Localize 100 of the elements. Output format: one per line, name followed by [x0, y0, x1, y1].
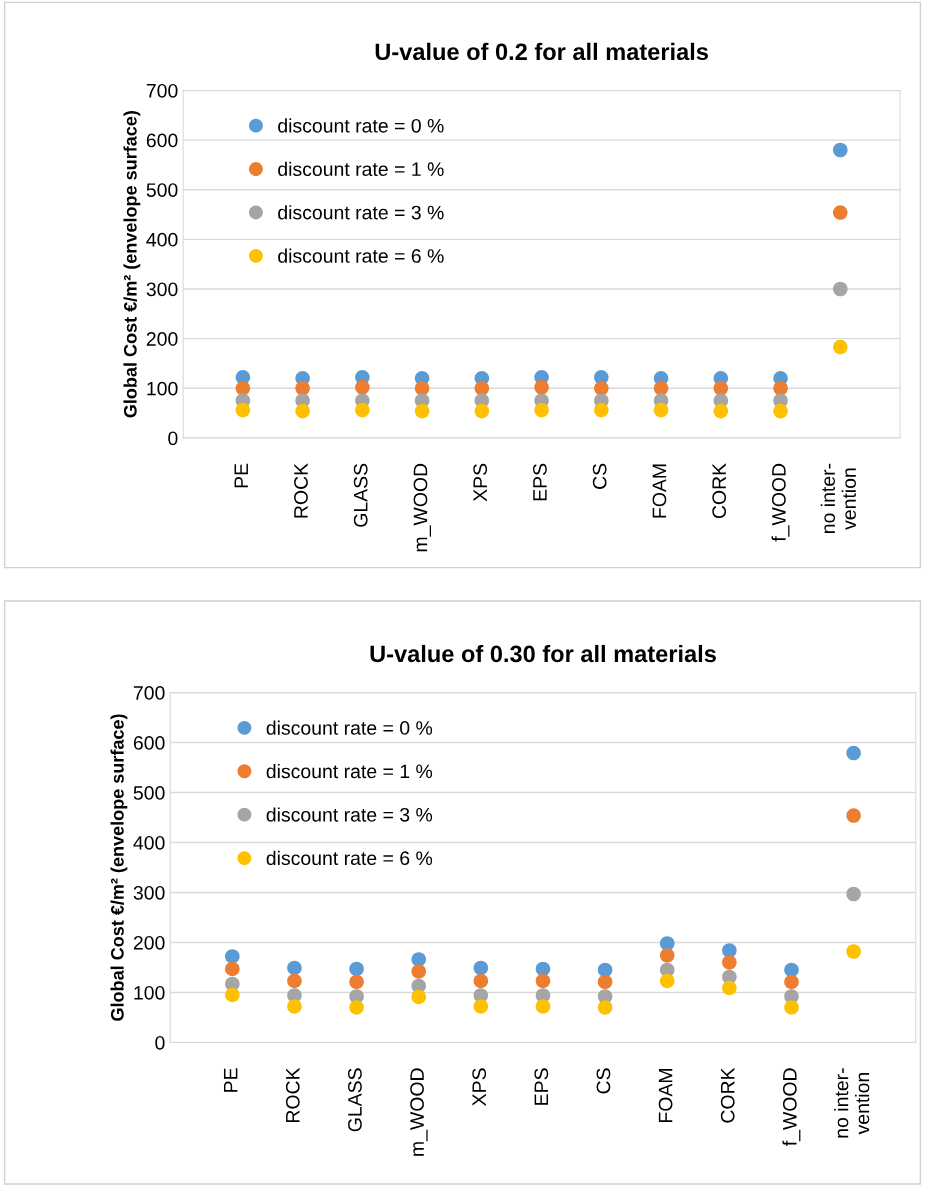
point — [535, 999, 551, 1014]
point — [535, 973, 551, 989]
point — [659, 973, 675, 989]
x-tick-label: CORK — [712, 463, 727, 519]
point — [355, 402, 370, 418]
y-tick-label: 700 — [146, 83, 178, 98]
x-tick-label: XPS — [473, 463, 488, 502]
y-tick-label: 100 — [134, 985, 165, 1000]
legend-label: discount rate = 0 % — [266, 720, 433, 735]
point — [653, 402, 669, 418]
point — [411, 952, 426, 967]
y-tick-label: 200 — [133, 935, 165, 950]
point — [235, 402, 251, 418]
x-tick-label: m_WOOD — [413, 463, 431, 552]
y-tick-label: 500 — [146, 183, 178, 197]
y-tick-label: 0 — [168, 431, 178, 446]
point — [594, 381, 609, 396]
y-tick-label: 600 — [133, 736, 165, 750]
point — [846, 886, 861, 902]
x-tick-label: FOAM — [658, 1069, 673, 1123]
point — [597, 974, 613, 990]
point — [287, 973, 302, 989]
point — [784, 962, 799, 978]
x-tick-label: GLASS — [353, 463, 368, 527]
point — [225, 961, 240, 977]
y-tick-label: 100 — [147, 381, 178, 396]
x-tick-label: f_WOOD — [782, 1068, 801, 1147]
point — [773, 381, 788, 396]
point — [833, 205, 848, 220]
point — [713, 381, 729, 396]
y-tick-label: 0 — [155, 1035, 165, 1050]
point — [225, 949, 240, 964]
y-tick-label: 400 — [146, 232, 178, 247]
point — [659, 948, 675, 963]
chart-title: U-value of 0.30 for all materials — [370, 644, 716, 663]
point — [722, 943, 737, 958]
x-tick-label: CORK — [720, 1067, 735, 1123]
point — [784, 1000, 799, 1015]
y-tick-label: 400 — [133, 835, 165, 850]
x-tick-label: PE — [234, 463, 248, 488]
legend-label: discount rate = 0 % — [278, 118, 444, 133]
x-tick-label: f_WOOD — [771, 463, 790, 542]
point — [597, 962, 613, 978]
x-tick-label: XPS — [472, 1068, 487, 1106]
point — [235, 381, 251, 396]
x-tick-label: PE — [223, 1068, 238, 1092]
point — [349, 1000, 364, 1015]
point — [653, 381, 669, 396]
y-tick-label: 700 — [133, 686, 165, 700]
point — [411, 964, 426, 979]
point — [846, 808, 861, 823]
x-tick-label: no inter- vention — [834, 1068, 870, 1138]
point — [474, 381, 490, 396]
point — [473, 960, 489, 976]
legend-label: discount rate = 1 % — [266, 763, 433, 779]
legend-label: discount rate = 6 % — [278, 248, 444, 263]
point — [287, 999, 302, 1014]
point — [773, 403, 788, 419]
chart-title: U-value of 0.2 for all materials — [375, 42, 708, 61]
point — [784, 974, 799, 990]
point — [355, 380, 370, 395]
point — [833, 339, 848, 355]
legend-label: discount rate = 3 % — [278, 205, 444, 220]
x-tick-label: m_WOOD — [410, 1068, 428, 1156]
x-tick-label: GLASS — [348, 1068, 362, 1132]
point — [722, 980, 737, 996]
legend-label: discount rate = 1 % — [278, 161, 444, 177]
point — [846, 944, 861, 959]
point — [295, 403, 310, 419]
point — [414, 403, 430, 419]
y-tick-label: 500 — [133, 786, 165, 800]
x-tick-label: ROCK — [294, 463, 308, 518]
point — [414, 381, 430, 396]
legend-label: discount rate = 6 % — [266, 850, 433, 866]
point — [713, 403, 729, 419]
point — [722, 955, 737, 970]
point — [287, 960, 302, 976]
y-axis-title: Global Cost €/m² (envelope surface) — [110, 714, 128, 1021]
point — [846, 745, 861, 761]
x-tick-label: FOAM — [652, 464, 667, 518]
y-tick-label: 200 — [146, 332, 178, 346]
y-tick-label: 300 — [146, 282, 178, 297]
point — [534, 402, 549, 418]
point — [411, 989, 426, 1005]
point — [833, 281, 848, 297]
point — [594, 402, 609, 418]
point — [473, 999, 489, 1014]
point — [473, 973, 489, 989]
x-tick-label: EPS — [533, 463, 547, 501]
x-tick-label: ROCK — [285, 1067, 300, 1123]
point — [597, 1000, 613, 1015]
point — [295, 381, 310, 396]
y-tick-label: 300 — [133, 885, 165, 900]
x-tick-label: no inter- vention — [820, 463, 856, 533]
y-tick-label: 600 — [146, 133, 178, 148]
point — [474, 403, 490, 419]
point — [535, 961, 551, 977]
point — [349, 974, 364, 990]
point — [534, 380, 549, 395]
x-tick-label: EPS — [534, 1068, 549, 1105]
